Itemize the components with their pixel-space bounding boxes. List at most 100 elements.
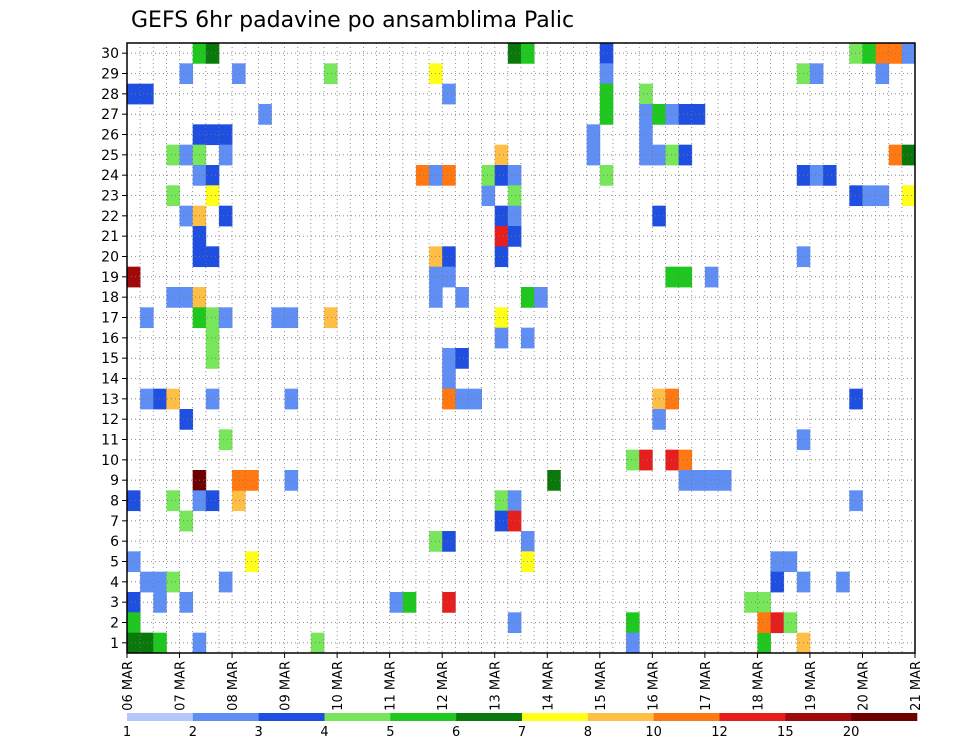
heatmap-cell xyxy=(507,612,522,634)
heatmap-cell xyxy=(218,307,233,329)
heatmap-cell xyxy=(179,592,194,613)
heatmap-cell xyxy=(678,266,693,288)
y-tick-label: 23 xyxy=(101,189,119,205)
colorbar-swatch xyxy=(390,713,457,721)
heatmap-cell xyxy=(481,185,496,207)
heatmap-cell xyxy=(166,388,180,410)
heatmap-cell xyxy=(127,632,141,654)
heatmap-cell xyxy=(218,124,233,146)
y-tick-label: 28 xyxy=(101,87,119,103)
heatmap-cell xyxy=(901,43,916,64)
heatmap-cell xyxy=(271,307,285,329)
heatmap-cell xyxy=(232,63,246,85)
heatmap-cell xyxy=(166,287,180,308)
heatmap-cell xyxy=(665,449,679,471)
heatmap-cell xyxy=(442,368,456,390)
heatmap-cell xyxy=(232,470,246,491)
x-tick-label: 10 MAR xyxy=(331,661,346,711)
heatmap-cell xyxy=(757,632,771,654)
y-tick-label: 11 xyxy=(101,433,119,449)
y-tick-label: 30 xyxy=(101,46,119,62)
colorbar-swatch xyxy=(587,713,654,721)
x-tick-label: 11 MAR xyxy=(384,661,399,711)
x-tick-label: 18 MAR xyxy=(751,661,766,711)
heatmap-cell xyxy=(691,470,706,491)
heatmap-cell xyxy=(455,287,469,308)
colorbar-swatch xyxy=(851,713,918,721)
heatmap-cell xyxy=(626,612,640,634)
heatmap-cell xyxy=(166,571,180,593)
colorbar-label: 5 xyxy=(386,725,394,740)
heatmap-cell xyxy=(455,348,469,369)
heatmap-cell xyxy=(757,592,771,613)
colorbar-label: 10 xyxy=(645,725,662,740)
heatmap-cell xyxy=(875,43,890,64)
heatmap-cell xyxy=(481,165,496,186)
heatmap-cell xyxy=(849,388,863,410)
heatmap-cell xyxy=(179,144,194,166)
heatmap-cell xyxy=(783,551,798,573)
heatmap-cell xyxy=(639,83,653,105)
heatmap-cell xyxy=(678,449,693,471)
heatmap-cell xyxy=(901,185,916,207)
heatmap-cell xyxy=(205,490,220,512)
heatmap-cell xyxy=(179,409,194,430)
heatmap-cell xyxy=(507,510,522,532)
colorbar-label: 6 xyxy=(452,725,460,740)
y-tick-label: 26 xyxy=(101,128,119,144)
grid-lines xyxy=(127,43,915,653)
heatmap-cell xyxy=(494,226,509,247)
heatmap-cell xyxy=(205,185,220,207)
colorbar-swatch xyxy=(522,713,589,721)
heatmap-cell xyxy=(324,63,338,85)
y-tick-label: 24 xyxy=(101,168,119,184)
x-tick-label: 21 MAR xyxy=(909,661,924,711)
heatmap-cell xyxy=(153,388,167,410)
heatmap-cell xyxy=(494,327,509,349)
heatmap-cell xyxy=(507,185,522,207)
colorbar-swatch xyxy=(258,713,325,721)
chart-title: GEFS 6hr padavine po ansamblima Palic xyxy=(131,8,574,33)
heatmap-cell xyxy=(153,571,167,593)
y-tick-label: 17 xyxy=(101,311,119,327)
heatmap-cell xyxy=(809,165,824,186)
x-tick-label: 08 MAR xyxy=(226,661,241,711)
heatmap-cell xyxy=(783,612,798,634)
heatmap-cell xyxy=(678,144,693,166)
heatmap-cell xyxy=(507,490,522,512)
heatmap-cell xyxy=(127,266,141,288)
heatmap-cell xyxy=(494,205,509,227)
heatmap-cell xyxy=(153,592,167,613)
heatmap-cell xyxy=(718,470,732,491)
heatmap-cell xyxy=(166,144,180,166)
heatmap-cell xyxy=(823,165,837,186)
heatmap-cell xyxy=(179,205,194,227)
colorbar-label: 1 xyxy=(123,725,131,740)
colorbar-label: 15 xyxy=(777,725,794,740)
colorbar-label: 8 xyxy=(584,725,592,740)
heatmap-cell xyxy=(678,470,693,491)
heatmap-cell xyxy=(442,165,456,186)
heatmap-cell xyxy=(494,307,509,329)
heatmap-cell xyxy=(140,632,154,654)
heatmap-cell xyxy=(639,124,653,146)
y-tick-label: 29 xyxy=(101,67,119,83)
heatmap-cell xyxy=(166,490,180,512)
heatmap-cell xyxy=(179,510,194,532)
colorbar-swatch xyxy=(324,713,391,721)
heatmap-cell xyxy=(442,388,456,410)
heatmap-cell xyxy=(770,571,785,593)
y-tick-label: 9 xyxy=(110,473,119,489)
colorbar-label: 20 xyxy=(843,725,860,740)
x-tick-label: 15 MAR xyxy=(594,661,609,711)
y-tick-label: 15 xyxy=(101,351,119,367)
y-tick-label: 16 xyxy=(101,331,119,347)
x-tick-label: 17 MAR xyxy=(699,661,714,711)
heatmap-cell xyxy=(140,571,154,593)
heatmap-cell xyxy=(836,571,850,593)
heatmap-cell xyxy=(599,104,614,125)
heatmap-cell xyxy=(310,632,325,654)
heatmap-cell xyxy=(127,592,141,613)
heatmap-cell xyxy=(757,612,771,634)
